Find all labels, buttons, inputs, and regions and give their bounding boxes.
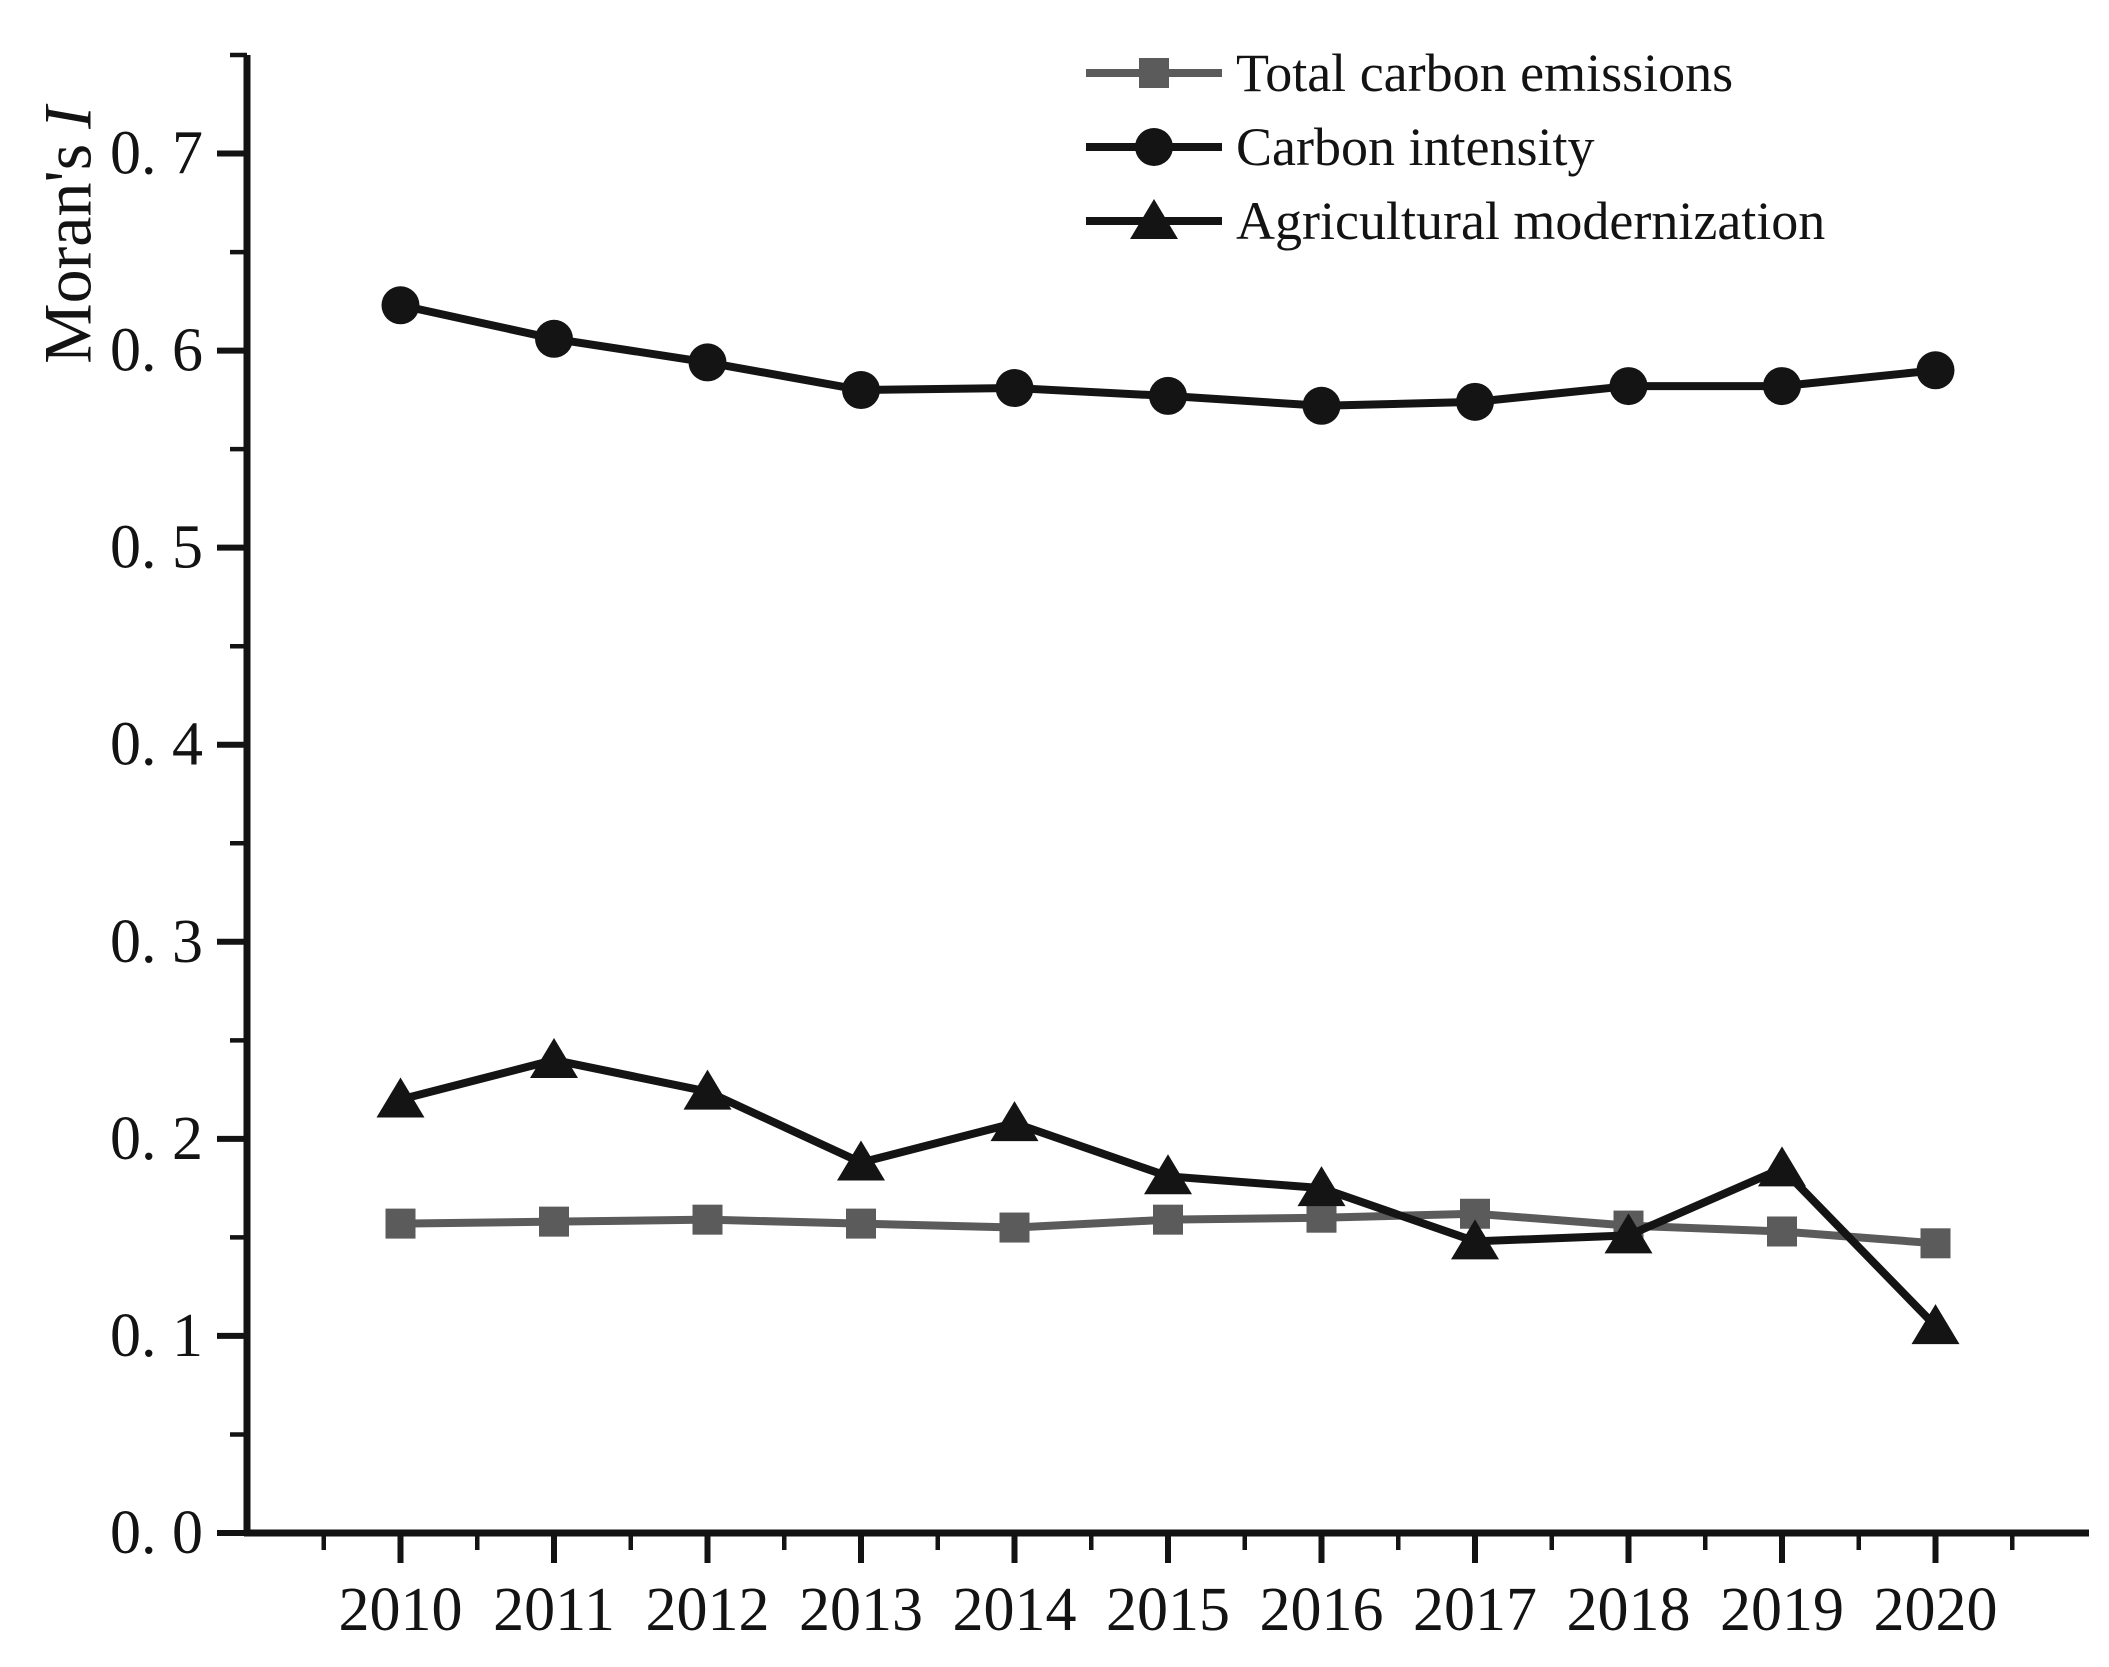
legend: Total carbon emissions Carbon intensity … [1086,36,1825,258]
data-point-carbon-intensity [842,371,880,410]
legend-label: Total carbon emissions [1236,43,1734,103]
data-point-total-carbon-emissions [1767,1216,1797,1247]
x-tick-label: 2012 [646,1576,770,1644]
legend-label: Agricultural modernization [1236,191,1826,251]
x-tick-label: 2011 [493,1576,615,1644]
x-tick-label: 2019 [1720,1576,1844,1644]
legend-sample-marker [1130,199,1178,239]
legend-item-agricultural-modernization: Agricultural modernization [1086,184,1825,258]
legend-marker-triangle [1086,199,1222,239]
data-point-agricultural-modernization [683,1069,732,1110]
legend-item-total-carbon-emissions: Total carbon emissions [1086,36,1825,110]
x-tick-label: 2016 [1260,1576,1384,1644]
x-tick-label: 2020 [1874,1576,1998,1644]
legend-marker-square [1086,58,1222,88]
legend-marker-circle [1086,128,1222,166]
data-point-carbon-intensity [995,369,1034,408]
y-tick-label: 0. 7 [110,120,203,188]
data-point-carbon-intensity [1609,367,1648,406]
y-axis-title: Moran's I [29,106,108,364]
y-tick-label: 0. 4 [110,711,203,779]
legend-sample-marker [1135,128,1173,166]
y-tick-label: 0. 1 [110,1302,203,1370]
data-point-carbon-intensity [1149,376,1187,415]
x-tick-label: 2010 [339,1576,463,1644]
y-axis-title-text: Moran's [29,143,106,364]
y-tick-label: 0. 3 [110,908,203,976]
y-tick-label: 0. 6 [110,317,203,385]
data-point-total-carbon-emissions [692,1204,723,1235]
legend-sample-marker [1139,58,1169,88]
data-point-total-carbon-emissions [539,1206,569,1237]
data-point-agricultural-modernization [1144,1154,1192,1195]
x-tick-label: 2018 [1567,1576,1691,1644]
x-tick-label: 2017 [1413,1576,1537,1644]
data-point-agricultural-modernization [990,1101,1039,1142]
x-tick-label: 2014 [953,1576,1077,1644]
data-point-carbon-intensity [688,343,727,382]
data-point-carbon-intensity [1456,382,1494,421]
data-point-agricultural-modernization [1758,1146,1806,1187]
y-tick-label: 0. 2 [110,1105,203,1173]
series-total-carbon-emissions [385,1198,1951,1259]
data-point-agricultural-modernization [530,1038,578,1079]
data-point-carbon-intensity [1763,367,1801,406]
x-tick-label: 2015 [1106,1576,1230,1644]
y-tick-label: 0. 0 [110,1499,203,1567]
data-point-total-carbon-emissions [1920,1228,1951,1259]
data-point-agricultural-modernization [1451,1219,1499,1260]
series-carbon-intensity [381,286,1955,425]
data-point-total-carbon-emissions [846,1208,876,1239]
series-agricultural-modernization [376,1038,1960,1345]
data-point-total-carbon-emissions [1153,1204,1183,1235]
legend-label: Carbon intensity [1236,117,1595,177]
data-point-agricultural-modernization [1297,1166,1346,1207]
data-point-carbon-intensity [1916,351,1955,390]
data-point-agricultural-modernization [1911,1304,1960,1345]
data-point-carbon-intensity [1302,386,1341,425]
data-point-carbon-intensity [381,286,420,325]
data-point-carbon-intensity [535,319,573,358]
legend-item-carbon-intensity: Carbon intensity [1086,110,1825,184]
data-point-total-carbon-emissions [999,1212,1030,1243]
data-point-total-carbon-emissions [1306,1202,1337,1233]
data-point-agricultural-modernization [1604,1213,1653,1254]
data-point-agricultural-modernization [837,1140,885,1181]
x-tick-label: 2013 [799,1576,923,1644]
data-point-agricultural-modernization [376,1077,425,1118]
data-point-total-carbon-emissions [385,1208,416,1239]
y-axis-title-italic: I [29,106,106,129]
y-tick-label: 0. 5 [110,514,203,582]
